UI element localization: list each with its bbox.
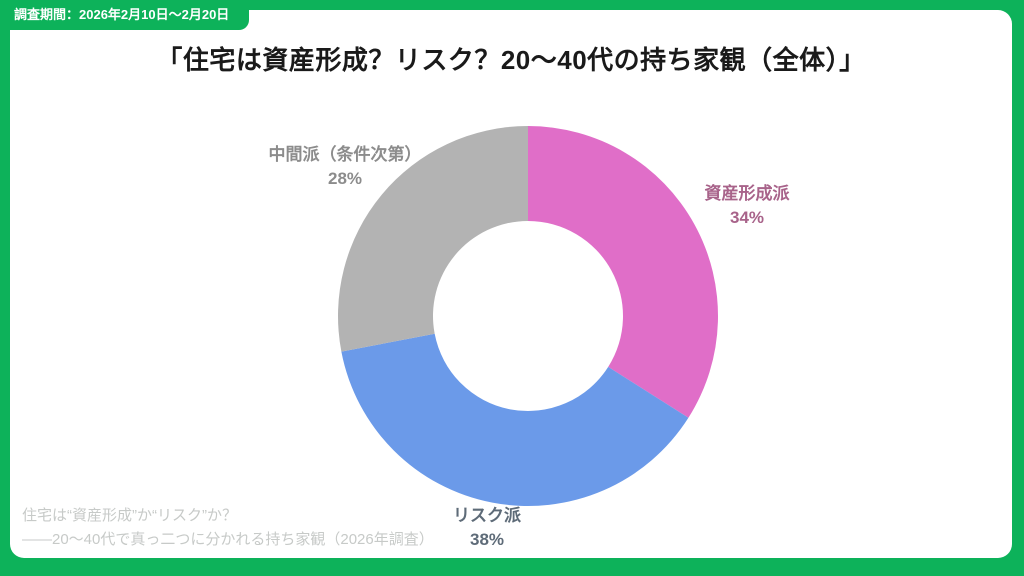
slice-label-value: 28% [327,169,363,188]
slice-label-value: 34% [729,208,765,227]
slice-label-name: 中間派（条件次第） [268,145,422,164]
chart-title: 「住宅は資産形成？リスク？20〜40代の持ち家観（全体）」 [156,45,866,75]
donut-slice-0 [528,126,718,418]
survey-period-badge: 調査期間：2026年2月10日〜2月20日 [0,0,250,30]
source-note: 住宅は“資産形成”か“リスク”か？ ——20〜40代で真っ二つに分かれる持ち家観… [22,504,434,552]
slice-label-name: 資産形成派 [704,184,790,203]
donut-slice-1 [341,333,689,506]
slice-label-value: 38% [469,530,505,549]
source-note-line1: 住宅は“資産形成”か“リスク”か？ [22,507,237,524]
donut-chart [338,126,718,506]
slice-label-risk: リスク派 38% [387,504,587,552]
slice-label-asset-formation: 資産形成派 34% [647,182,847,230]
donut-slice-2 [338,126,528,352]
chart-card: 「住宅は資産形成？リスク？20〜40代の持ち家観（全体）」 資産形成派 34% … [10,10,1012,558]
slice-label-neutral: 中間派（条件次第） 28% [225,143,465,191]
source-note-line2: ——20〜40代で真っ二つに分かれる持ち家観（2026年調査） [22,531,434,548]
slice-label-name: リスク派 [453,506,521,525]
